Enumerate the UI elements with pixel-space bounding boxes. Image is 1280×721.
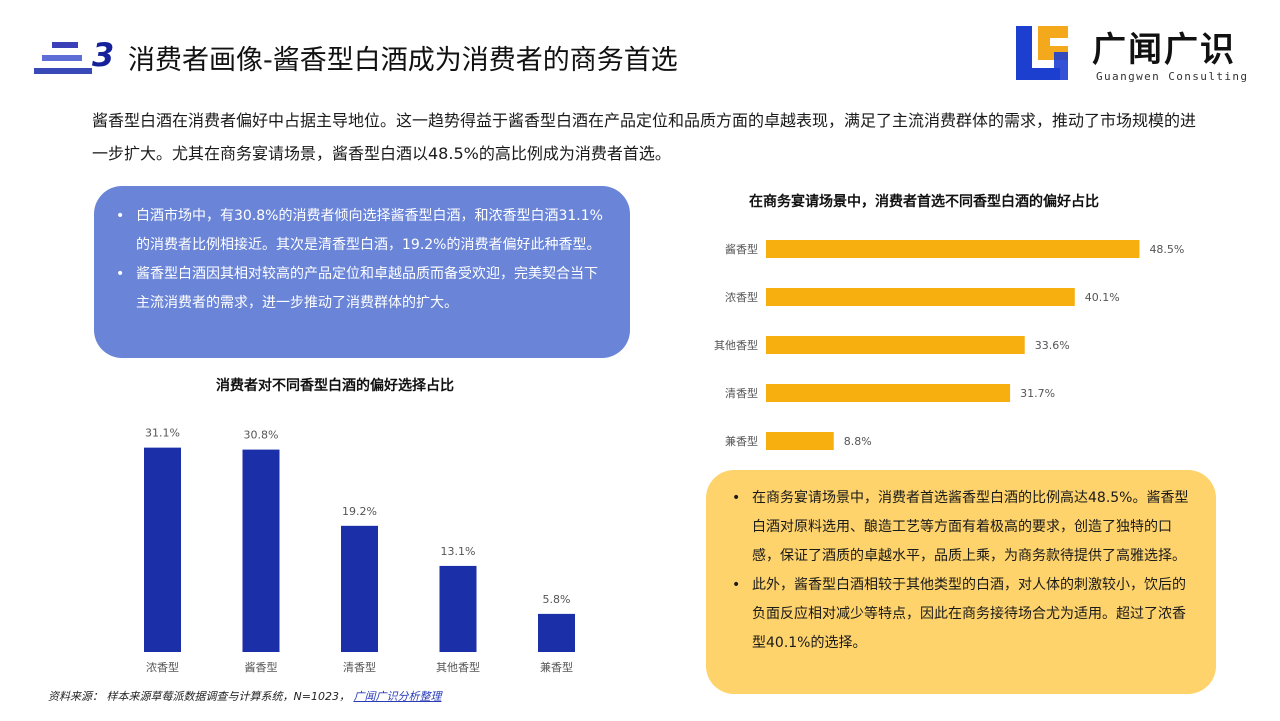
bar	[766, 336, 1025, 354]
data-label: 30.8%	[244, 429, 279, 442]
data-label: 33.6%	[1035, 339, 1070, 352]
page-title: 消费者画像-酱香型白酒成为消费者的商务首选	[128, 45, 678, 76]
logo-mark-icon	[1016, 26, 1068, 80]
insight-box-blue: 白酒市场中，有30.8%的消费者倾向选择酱香型白酒，和浓香型白酒31.1%的消费…	[94, 186, 630, 358]
source-label: 资料来源：	[48, 690, 103, 703]
data-label: 8.8%	[844, 435, 872, 448]
data-label: 13.1%	[441, 545, 476, 558]
source-note: 资料来源： 样本来源草莓派数据调查与计算系统，N=1023， 广闻广识分析整理	[48, 688, 441, 704]
intro-paragraph: 酱香型白酒在消费者偏好中占据主导地位。这一趋势得益于酱香型白酒在产品定位和品质方…	[92, 111, 1197, 163]
insight-item: 白酒市场中，有30.8%的消费者倾向选择酱香型白酒，和浓香型白酒31.1%的消费…	[112, 202, 606, 260]
bar	[766, 240, 1140, 258]
data-label: 31.7%	[1020, 387, 1055, 400]
bar	[538, 613, 575, 652]
category-label: 其他香型	[714, 338, 758, 352]
category-label: 兼香型	[540, 660, 573, 674]
source-link[interactable]: 广闻广识分析整理	[353, 690, 442, 703]
data-label: 48.5%	[1149, 243, 1184, 256]
data-label: 40.1%	[1085, 291, 1120, 304]
source-text: 样本来源草莓派数据调查与计算系统，N=1023，	[106, 690, 350, 703]
insight-item: 酱香型白酒因其相对较高的产品定位和卓越品质而备受欢迎，完美契合当下主流消费者的需…	[112, 260, 606, 318]
category-label: 酱香型	[725, 242, 758, 256]
chart-title-preference: 消费者对不同香型白酒的偏好选择占比	[216, 378, 454, 394]
bar	[144, 447, 181, 652]
insight-item: 在商务宴请场景中，消费者首选酱香型白酒的比例高达48.5%。酱香型白酒对原料选用…	[728, 484, 1194, 571]
data-label: 31.1%	[145, 427, 180, 440]
bar	[766, 384, 1011, 402]
bar	[766, 432, 834, 450]
logo-name-cn: 广闻广识	[1092, 30, 1236, 70]
section-number: 3	[92, 36, 115, 74]
data-label: 5.8%	[543, 593, 571, 606]
category-label: 兼香型	[725, 434, 758, 448]
category-label: 其他香型	[436, 660, 480, 674]
data-label: 19.2%	[342, 505, 377, 518]
bar	[341, 525, 378, 652]
deco-bar	[42, 55, 82, 61]
section-decoration	[34, 40, 94, 80]
horizontal-bar-chart: 酱香型 48.5% 浓香型 40.1% 其他香型 33.6% 清香型 31.7% 兼香型 8.8%	[714, 240, 1184, 450]
category-label: 浓香型	[146, 660, 179, 674]
bar	[439, 565, 477, 652]
bar	[242, 449, 280, 652]
insight-box-yellow: 在商务宴请场景中，消费者首选酱香型白酒的比例高达48.5%。酱香型白酒对原料选用…	[706, 470, 1216, 694]
company-logo: 广闻广识 Guangwen Consulting	[1010, 22, 1255, 86]
category-label: 浓香型	[725, 290, 758, 304]
category-label: 酱香型	[245, 660, 278, 674]
logo-name-en: Guangwen Consulting	[1096, 70, 1249, 83]
vertical-bar-chart: 31.1% 浓香型 30.8% 酱香型 19.2% 清香型 13.1% 其他香型 5.8% 兼香型	[144, 427, 575, 674]
chart-title-business: 在商务宴请场景中，消费者首选不同香型白酒的偏好占比	[749, 194, 1099, 210]
bar	[766, 288, 1075, 306]
deco-bar	[34, 68, 92, 74]
deco-bar	[52, 42, 78, 48]
category-label: 清香型	[343, 660, 376, 674]
insight-item: 此外，酱香型白酒相较于其他类型的白酒，对人体的刺激较小，饮后的负面反应相对减少等…	[728, 571, 1194, 658]
category-label: 清香型	[725, 386, 758, 400]
